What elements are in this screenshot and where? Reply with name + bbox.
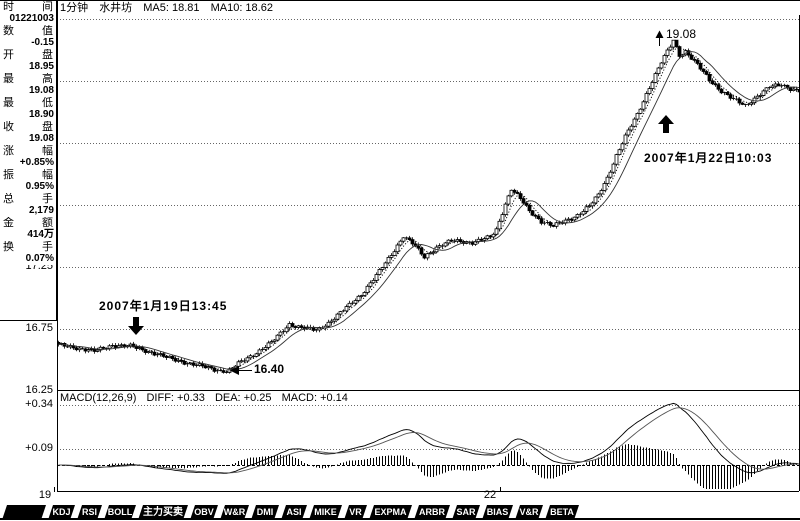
quote-row-turnover-rate: 换手 0.07%	[0, 241, 56, 265]
y-axis-macd-label: +0.09	[25, 442, 53, 454]
macd-bar-value: MACD: +0.14	[281, 392, 348, 404]
quote-row-open: 开盘 18.95	[0, 49, 56, 73]
stock-name: 水井坊	[99, 2, 133, 14]
tab-kdj[interactable]: KDJ	[48, 505, 75, 520]
annotation-low-date: 2007年1月19日13:45	[99, 299, 228, 313]
quote-row-amount: 金额 414万	[0, 217, 56, 241]
annotation-up-arrow	[658, 115, 674, 133]
quote-row-amplitude: 振幅 0.95%	[0, 169, 56, 193]
macd-diff-value: DIFF: +0.33	[146, 392, 205, 404]
quote-label-amplitude: 振幅	[3, 169, 53, 181]
quote-label-open: 开盘	[3, 49, 53, 61]
tab-boll[interactable]: BOLL	[104, 505, 136, 520]
quote-label-amount: 金额	[3, 217, 53, 229]
period-label: 1分钟	[60, 2, 89, 14]
annotation-high-date: 2007年1月22日10:03	[644, 151, 773, 165]
quote-row-value: 数值 -0.15	[0, 25, 56, 49]
chart-header: 1分钟 水井坊 MA5: 18.81 MA10: 18.62	[60, 2, 281, 15]
quote-row-change-pct: 涨幅 +0.85%	[0, 145, 56, 169]
quote-value-change-pct: +0.85%	[19, 157, 54, 168]
quote-label-close: 收盘	[3, 121, 53, 133]
tab-w-r[interactable]: W&R	[220, 505, 249, 520]
annotation-low-price: 16.40	[254, 362, 285, 376]
tab-dmi[interactable]: DMI	[251, 505, 279, 520]
macd-header: MACD(12,26,9) DIFF: +0.33 DEA: +0.25 MAC…	[60, 392, 355, 404]
quote-value-high: 19.08	[28, 85, 54, 96]
indicator-tabs: KDJ RSI BOLL 主力买卖 OBV W&R DMI ASI MIKE VR EXPMA ARB…	[0, 504, 800, 520]
tab-v-r[interactable]: V&R	[515, 505, 543, 520]
y-axis-macd-label: +0.34	[25, 398, 53, 410]
quote-label-time: 时间	[3, 1, 53, 13]
macd-dea-line	[58, 407, 799, 474]
quote-label-change-pct: 涨幅	[3, 145, 53, 157]
tab-beta[interactable]: BETA	[545, 505, 579, 520]
quote-value-amplitude: 0.95%	[25, 181, 54, 192]
y-axis-price-label: 16.75	[25, 322, 53, 334]
quote-label-value: 数值	[3, 25, 53, 37]
quote-value-volume: 2,179	[28, 205, 54, 216]
quote-value-close: 19.08	[28, 133, 54, 144]
macd-dea-value: DEA: +0.25	[214, 392, 272, 404]
annotation-down-arrow	[128, 317, 144, 335]
quote-value-low: 18.90	[28, 109, 54, 120]
macd-pane	[58, 402, 799, 489]
tab-rsi[interactable]: RSI	[77, 505, 102, 520]
quote-value-turnover-rate: 0.07%	[25, 253, 54, 264]
x-axis-date-label: 22	[483, 489, 497, 501]
y-axis-price-label: 16.25	[25, 384, 53, 396]
price-pane	[57, 39, 799, 374]
quote-label-high: 最高	[3, 73, 53, 85]
quote-value-value: -0.15	[31, 37, 54, 48]
quote-row-volume: 总手 2,179	[0, 193, 56, 217]
x-axis-date-label: 19	[38, 489, 52, 501]
ma5-line	[58, 47, 799, 372]
tab-asi[interactable]: ASI	[281, 505, 307, 520]
quote-label-volume: 总手	[3, 193, 53, 205]
macd-title: MACD(12,26,9)	[60, 392, 137, 404]
pane-borders	[54, 1, 800, 492]
quote-value-amount: 414万	[27, 229, 54, 240]
tab-vr[interactable]: VR	[344, 505, 367, 520]
tab-main-force[interactable]: 主力买卖	[138, 505, 188, 520]
tab-arbr[interactable]: ARBR	[414, 505, 450, 520]
quote-panel: 时间 01221003 数值 -0.15 开盘 18.95 最高 19.08 最低 18.90 收盘…	[0, 1, 57, 321]
ma10-value: MA10: 18.62	[210, 2, 273, 14]
quote-row-close: 收盘 19.08	[0, 121, 56, 145]
tab-sar[interactable]: SAR	[452, 505, 480, 520]
tab-bias[interactable]: BIAS	[482, 505, 513, 520]
quote-label-turnover-rate: 换手	[3, 241, 53, 253]
tab-mike[interactable]: MIKE	[309, 505, 342, 520]
ma10-line	[58, 51, 799, 371]
quote-row-time: 时间 01221003	[0, 1, 56, 25]
tab-expma[interactable]: EXPMA	[369, 505, 412, 520]
tab-obv[interactable]: OBV	[190, 505, 218, 520]
tab-blank	[2, 505, 46, 520]
ma5-value: MA5: 18.81	[143, 2, 200, 14]
quote-row-high: 最高 19.08	[0, 73, 56, 97]
macd-diff-line	[58, 402, 799, 474]
quote-value-open: 18.95	[28, 61, 54, 72]
quote-row-low: 最低 18.90	[0, 97, 56, 121]
quote-value-time: 01221003	[9, 13, 55, 24]
annotation-low-arrow	[230, 366, 252, 375]
annotation-peak-arrow	[655, 30, 664, 46]
annotation-high-price: 19.08	[666, 27, 697, 41]
quote-label-low: 最低	[3, 97, 53, 109]
